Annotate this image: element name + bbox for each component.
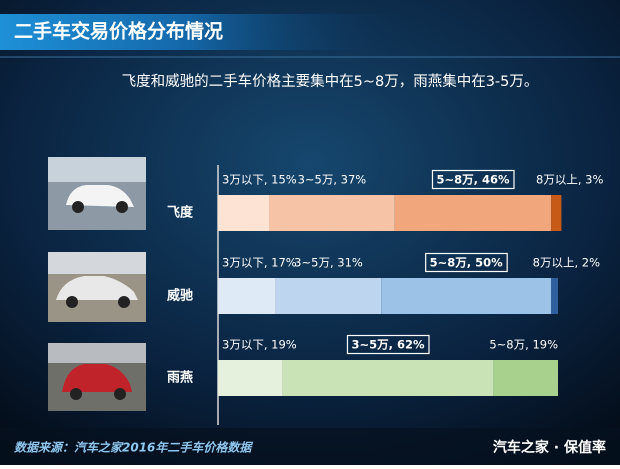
category-label: 威驰 (167, 288, 193, 304)
value-label: 3万以下, 15% (222, 173, 297, 187)
subtitle: 飞度和威驰的二手车价格主要集中在5~8万，雨燕集中在3-5万。 (122, 73, 539, 90)
bar-segment (269, 195, 395, 231)
photo (48, 157, 146, 230)
value-label: 3万以下, 19% (222, 338, 297, 352)
category-label: 雨燕 (167, 370, 193, 386)
title-bar (0, 14, 420, 50)
bar-segment (282, 360, 494, 396)
chart-title: 二手车交易价格分布情况 (14, 20, 223, 43)
brand: 汽车之家 · 保值率 (493, 439, 606, 456)
bar-segment (394, 195, 552, 231)
bar-segment (551, 195, 562, 231)
value-label: 3~5万, 31% (294, 256, 363, 270)
bar-segment (551, 278, 558, 314)
photo (48, 343, 146, 411)
value-label: 3~5万, 62% (351, 338, 425, 352)
highlight-box (425, 252, 508, 273)
highlight-box (431, 169, 515, 190)
category-label: 飞度 (167, 205, 194, 221)
source: 数据来源：汽车之家2016年二手车价格数据 (14, 441, 253, 455)
bar-segment (218, 195, 269, 231)
value-label: 5~8万, 50% (430, 256, 504, 270)
value-label: 3万以下, 17% (222, 256, 297, 270)
footer (0, 428, 620, 465)
value-label: 8万以上, 2% (533, 256, 600, 270)
photo (48, 252, 146, 322)
highlight-box (346, 334, 430, 355)
value-label: 8万以上, 3% (536, 173, 603, 187)
value-label: 3~5万, 37% (298, 173, 367, 187)
bar-segment (381, 278, 552, 314)
value-label: 5~8万, 19% (489, 338, 558, 352)
bar-segment (218, 278, 276, 314)
value-label: 5~8万, 46% (436, 173, 510, 187)
bar-segment (493, 360, 558, 396)
bar-segment (275, 278, 382, 314)
bar-segment (218, 360, 283, 396)
